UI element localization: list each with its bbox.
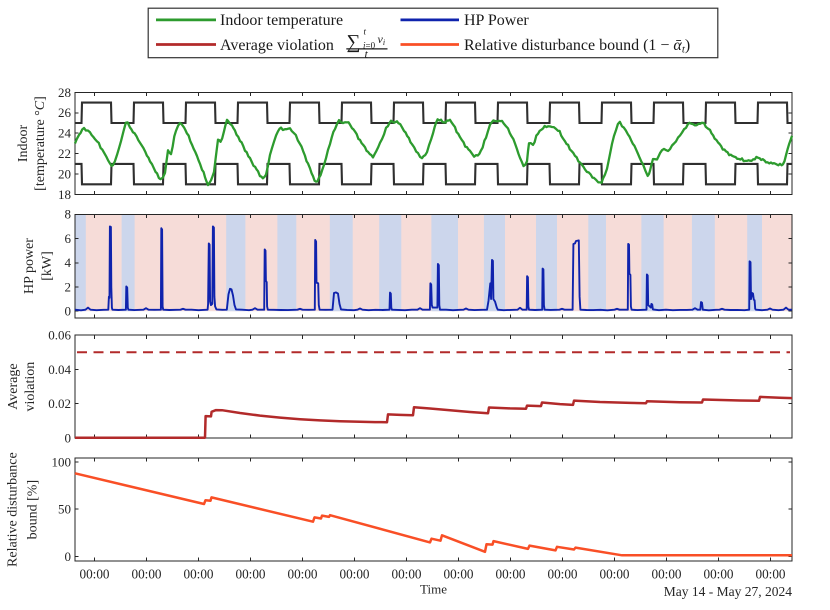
svg-text:00:00: 00:00 [703,567,733,582]
svg-text:00:00: 00:00 [651,567,681,582]
svg-text:t: t [365,47,369,61]
svg-text:00:00: 00:00 [391,567,421,582]
svg-text:00:00: 00:00 [235,567,265,582]
svg-text:00:00: 00:00 [131,567,161,582]
svg-text:May 14 - May 27, 2024: May 14 - May 27, 2024 [664,584,792,599]
svg-text:00:00: 00:00 [183,567,213,582]
svg-text:00:00: 00:00 [755,567,785,582]
svg-text:2: 2 [65,279,72,294]
svg-text:0: 0 [65,549,72,564]
svg-text:Average violation: Average violation [220,37,334,54]
svg-text:Relative disturbance: Relative disturbance [6,452,21,567]
svg-text:00:00: 00:00 [79,567,109,582]
svg-text:50: 50 [58,502,71,517]
svg-text:22: 22 [58,146,71,161]
svg-text:Time: Time [420,582,447,597]
svg-text:HP Power: HP Power [464,12,529,29]
svg-text:[temperature °C]: [temperature °C] [33,96,48,191]
svg-text:Indoor temperature: Indoor temperature [220,12,343,29]
svg-text:Relative disturbance bound (1: Relative disturbance bound (1 − ᾱt) [464,37,690,56]
svg-text:28: 28 [58,85,71,100]
svg-text:00:00: 00:00 [287,567,317,582]
svg-text:HP power: HP power [22,238,37,294]
svg-text:0.02: 0.02 [48,396,71,411]
svg-text:vi: vi [378,32,386,47]
svg-text:26: 26 [58,105,72,120]
svg-text:18: 18 [58,187,71,202]
svg-text:4: 4 [65,255,72,270]
svg-text:Indoor: Indoor [16,125,31,163]
svg-text:0: 0 [65,304,72,319]
svg-text:00:00: 00:00 [495,567,525,582]
svg-text:100: 100 [52,454,72,469]
svg-text:24: 24 [58,126,72,141]
svg-text:6: 6 [65,231,72,246]
svg-text:[kW]: [kW] [40,251,55,281]
svg-text:00:00: 00:00 [443,567,473,582]
svg-text:00:00: 00:00 [339,567,369,582]
svg-text:0.06: 0.06 [48,328,71,343]
svg-text:0: 0 [65,430,72,445]
svg-text:8: 8 [65,207,72,222]
svg-text:violation: violation [23,362,38,412]
svg-text:∑: ∑ [347,32,361,53]
svg-text:0.04: 0.04 [48,362,71,377]
svg-text:00:00: 00:00 [599,567,629,582]
svg-text:Average: Average [6,363,21,409]
svg-text:00:00: 00:00 [547,567,577,582]
svg-text:i=0: i=0 [363,40,376,50]
svg-text:t: t [364,27,367,37]
svg-text:bound [%]: bound [%] [26,480,41,539]
svg-text:20: 20 [58,167,71,182]
